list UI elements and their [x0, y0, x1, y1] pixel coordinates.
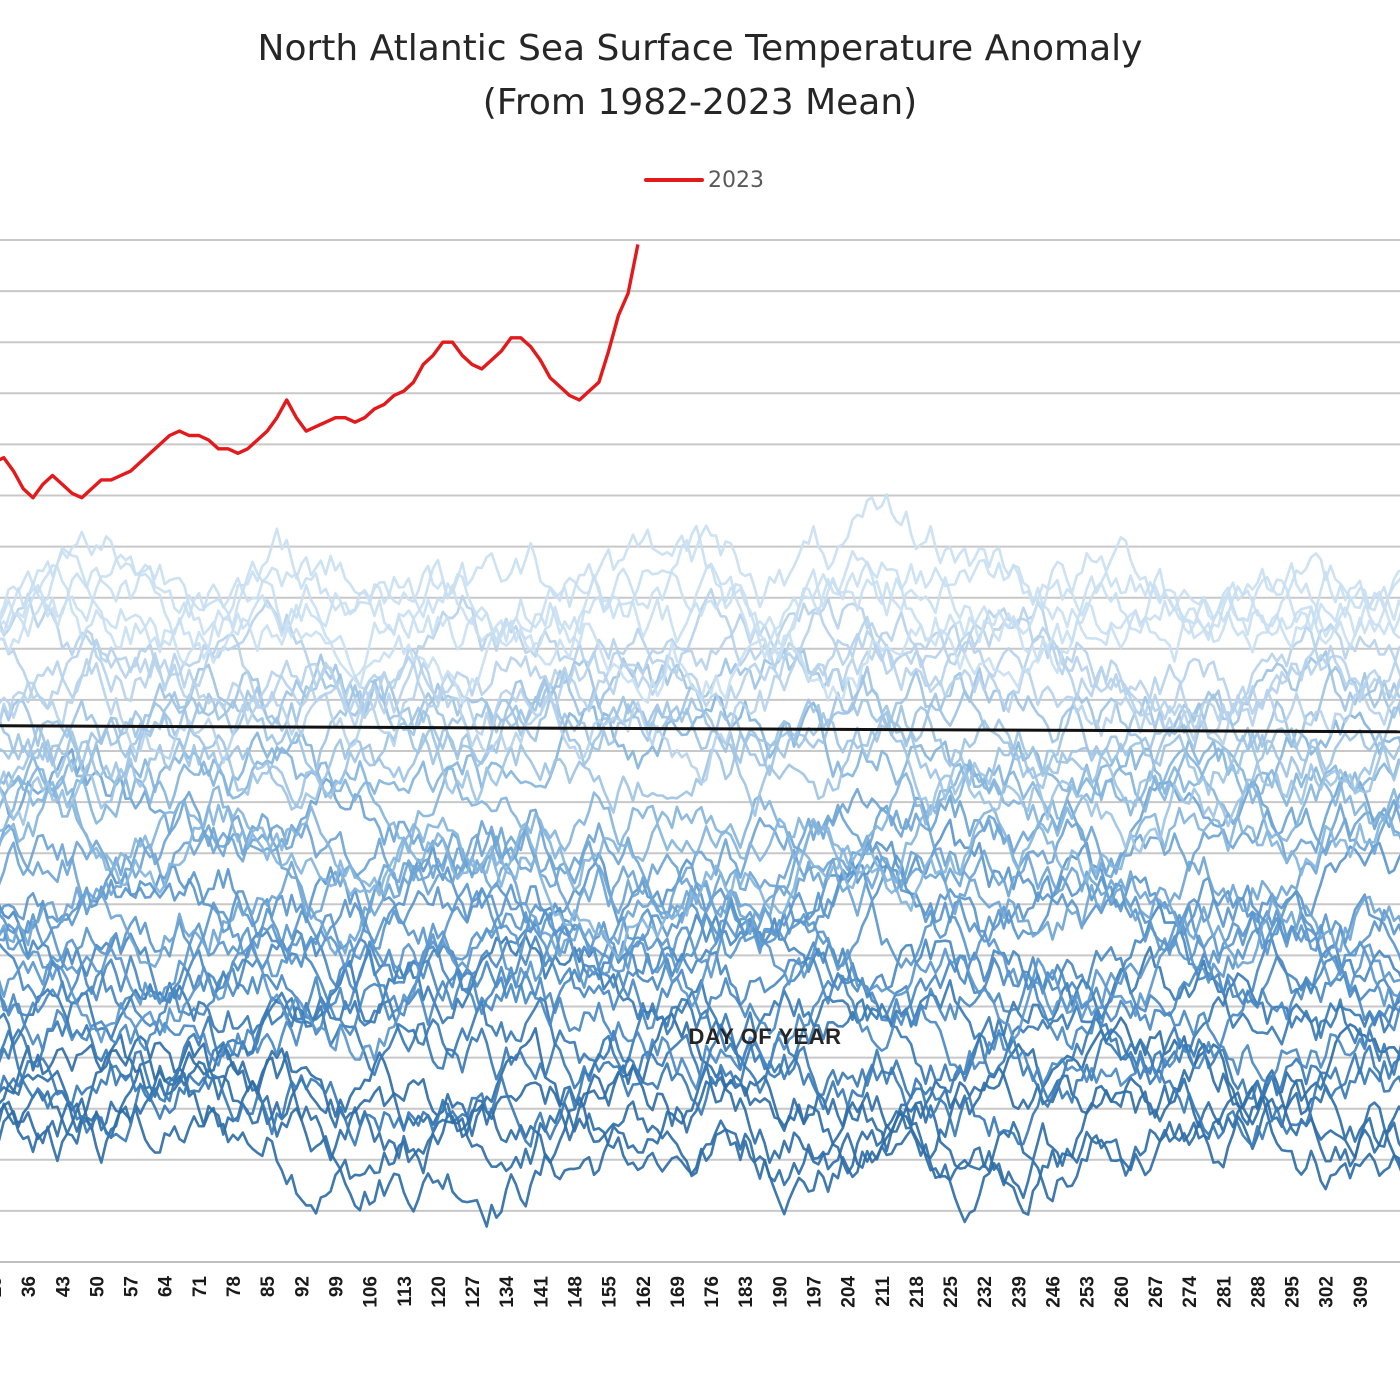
- x-tick-label: 50: [87, 1276, 108, 1297]
- x-tick-label: 92: [292, 1276, 313, 1297]
- historical-year-line: [0, 934, 1400, 1094]
- historical-year-line: [0, 960, 1400, 1108]
- x-tick-label: 232: [975, 1276, 996, 1308]
- x-axis-title: DAY OF YEAR: [688, 1024, 842, 1049]
- historical-year-line: [0, 902, 1400, 1051]
- x-tick-label: 99: [327, 1276, 348, 1297]
- x-tick-label: 288: [1248, 1276, 1269, 1308]
- historical-year-line: [0, 944, 1400, 1087]
- x-tick-label: 127: [463, 1276, 484, 1308]
- x-tick-labels: 29 36 43 50 57 64 71 78 85 92 99 106 113 120 127 134 141…: [0, 1276, 1372, 1308]
- x-tick-label: 176: [702, 1276, 723, 1308]
- x-tick-label: 218: [907, 1276, 928, 1308]
- x-tick-label: 211: [873, 1276, 894, 1307]
- x-tick-label: 302: [1317, 1276, 1338, 1308]
- historical-year-lines: [0, 493, 1400, 1228]
- x-tick-label: 295: [1283, 1276, 1304, 1308]
- x-tick-label: 309: [1351, 1276, 1372, 1308]
- x-tick-label: 113: [395, 1276, 416, 1307]
- historical-year-line: [0, 903, 1400, 1027]
- historical-year-line: [0, 1027, 1400, 1224]
- x-tick-label: 190: [770, 1276, 791, 1308]
- x-tick-label: 43: [53, 1276, 74, 1297]
- x-tick-label: 71: [190, 1276, 211, 1298]
- historical-year-line: [0, 1012, 1400, 1175]
- historical-year-line: [0, 764, 1400, 960]
- historical-year-line: [0, 730, 1400, 892]
- historical-year-line: [0, 560, 1400, 702]
- x-tick-label: 253: [1078, 1276, 1099, 1308]
- x-tick-label: 57: [122, 1276, 143, 1297]
- x-tick-label: 106: [361, 1276, 382, 1308]
- x-tick-label: 169: [668, 1276, 689, 1308]
- chart-title-block: North Atlantic Sea Surface Temperature A…: [0, 22, 1400, 130]
- historical-year-line: [0, 880, 1400, 1041]
- historical-year-line: [0, 818, 1400, 976]
- x-tick-label: 281: [1214, 1276, 1235, 1308]
- x-tick-label: 36: [19, 1276, 40, 1297]
- legend-swatch-2023: [644, 178, 704, 182]
- x-tick-label: 85: [258, 1276, 279, 1298]
- x-tick-label: 64: [156, 1276, 177, 1298]
- x-tick-label: 183: [736, 1276, 757, 1308]
- x-tick-label: 120: [429, 1276, 450, 1308]
- x-tick-label: 155: [600, 1276, 621, 1308]
- x-tick-label: 134: [497, 1276, 518, 1308]
- x-tick-label: 141: [531, 1276, 552, 1308]
- series-line-2023: [0, 244, 640, 500]
- historical-year-line: [0, 524, 1400, 678]
- x-tick-label: 197: [805, 1276, 826, 1308]
- x-tick-label: 148: [566, 1276, 587, 1308]
- legend: 2023: [644, 164, 764, 196]
- x-tick-label: 204: [839, 1276, 860, 1308]
- legend-label-2023: 2023: [708, 167, 764, 193]
- x-tick-label: 274: [1180, 1276, 1201, 1308]
- x-tick-label: 78: [224, 1276, 245, 1297]
- x-tick-label: 267: [1146, 1276, 1167, 1308]
- chart-title: North Atlantic Sea Surface Temperature A…: [257, 28, 1143, 69]
- x-tick-label: 239: [1009, 1276, 1030, 1308]
- historical-year-line: [0, 541, 1400, 654]
- mean-baseline: [0, 724, 1400, 734]
- historical-year-line: [0, 771, 1400, 957]
- x-tick-label: 225: [941, 1276, 962, 1308]
- historical-year-line: [0, 623, 1400, 785]
- x-tick-label: 29: [0, 1276, 6, 1297]
- x-tick-label: 260: [1112, 1276, 1133, 1308]
- historical-year-line: [0, 597, 1400, 746]
- historical-year-line: [0, 587, 1400, 748]
- historical-year-line: [0, 592, 1400, 734]
- historical-year-line: [0, 741, 1400, 896]
- historical-year-line: [0, 658, 1400, 811]
- historical-year-line: [0, 663, 1400, 814]
- chart-subtitle: (From 1982-2023 Mean): [482, 82, 918, 123]
- historical-year-line: [0, 694, 1400, 820]
- historical-year-line: [0, 493, 1400, 642]
- x-tick-label: 246: [1044, 1276, 1065, 1308]
- x-tick-label: 162: [634, 1276, 655, 1308]
- historical-year-line: [0, 1033, 1400, 1175]
